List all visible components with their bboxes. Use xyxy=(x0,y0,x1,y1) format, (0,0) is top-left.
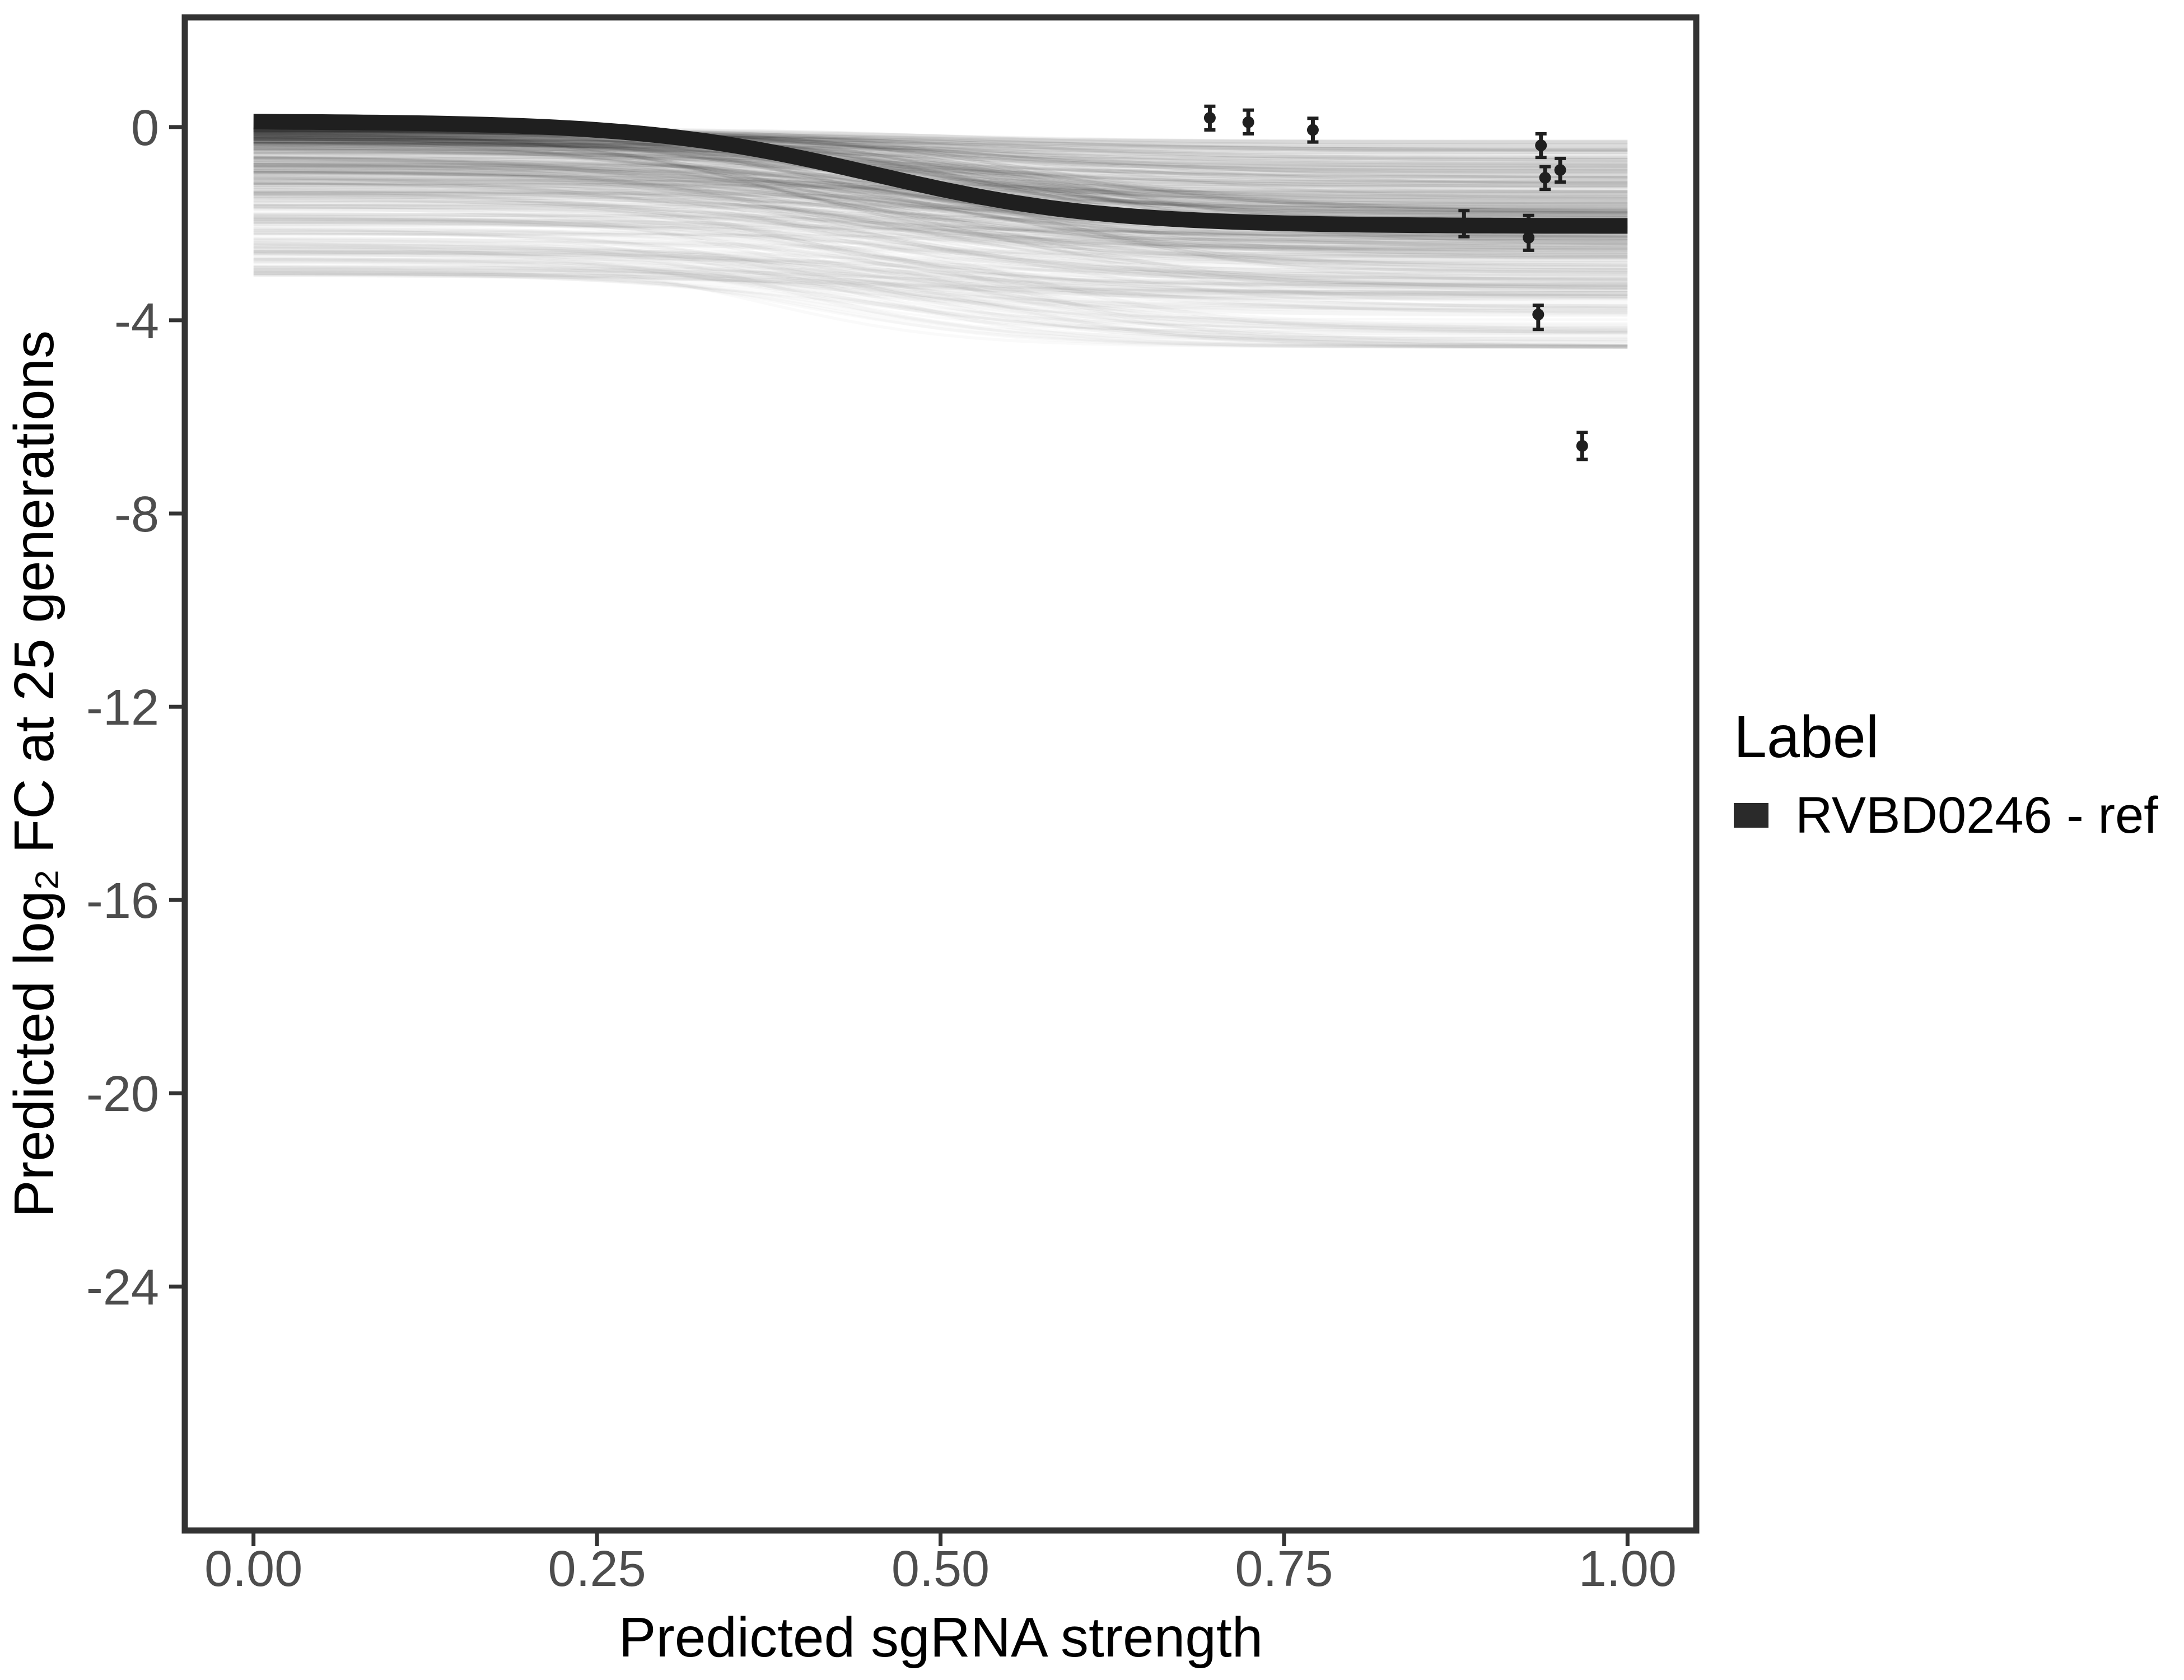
posterior-draw-line xyxy=(253,142,1628,179)
posterior-draw-line xyxy=(253,145,1628,203)
data-point xyxy=(1554,156,1566,184)
x-axis-ticks: 0.00 0.25 0.50 0.75 1.00 xyxy=(204,1530,1677,1597)
x-tick-label: 0.00 xyxy=(204,1541,302,1597)
data-point xyxy=(1203,104,1216,132)
posterior-draw-line xyxy=(253,146,1628,204)
legend-item-label: RVBD0246 - ref xyxy=(1795,787,2158,844)
y-tick-label: -16 xyxy=(86,873,159,929)
posterior-draw-line xyxy=(253,137,1628,184)
posterior-draw-line xyxy=(253,132,1628,159)
legend: Label RVBD0246 - ref xyxy=(1734,704,2158,844)
y-tick-label: -20 xyxy=(86,1066,159,1122)
posterior-draw-line xyxy=(253,135,1628,246)
posterior-draw-line xyxy=(253,142,1628,169)
point-marker xyxy=(1539,171,1551,184)
posterior-draw-line xyxy=(253,128,1628,180)
y-tick-label: -12 xyxy=(86,680,159,736)
posterior-draw-line xyxy=(253,141,1628,202)
posterior-draw-line xyxy=(253,138,1628,152)
posterior-draw-line xyxy=(253,133,1628,241)
x-tick-label: 0.25 xyxy=(548,1541,646,1597)
posterior-draw-line xyxy=(253,146,1628,212)
posterior-draw-line xyxy=(253,141,1628,213)
legend-title: Label xyxy=(1734,704,1879,770)
y-tick-label: -8 xyxy=(114,487,159,543)
point-marker xyxy=(1203,111,1216,124)
point-marker xyxy=(1532,309,1544,321)
posterior-draw-line xyxy=(253,142,1628,251)
x-axis-title: Predicted sgRNA strength xyxy=(619,1606,1263,1669)
posterior-draw-line xyxy=(253,149,1628,165)
posterior-draw-line xyxy=(253,136,1628,215)
point-marker xyxy=(1576,440,1588,452)
posterior-draw-line xyxy=(253,128,1628,214)
legend-key-swatch xyxy=(1734,803,1768,828)
data-point xyxy=(1532,304,1544,332)
y-tick-label: 0 xyxy=(131,100,159,156)
posterior-draw-line xyxy=(253,132,1628,184)
posterior-draw-line xyxy=(253,136,1628,195)
data-point xyxy=(1576,431,1588,461)
x-tick-label: 0.75 xyxy=(1235,1541,1333,1597)
data-points xyxy=(1203,104,1588,461)
posterior-draw-line xyxy=(253,157,1628,192)
posterior-draw-line xyxy=(253,134,1628,167)
posterior-draw-line xyxy=(253,135,1628,215)
posterior-draw-line xyxy=(253,132,1628,169)
data-point xyxy=(1242,108,1254,136)
posterior-draw-line xyxy=(253,132,1628,174)
y-axis-ticks: 0 -4 -8 -12 -16 -20 -24 xyxy=(86,100,185,1315)
point-marker xyxy=(1535,139,1547,152)
posterior-draw-line xyxy=(253,132,1628,162)
posterior-draw-line xyxy=(253,130,1628,174)
point-marker xyxy=(1523,231,1535,244)
posterior-draw-line xyxy=(253,130,1628,155)
posterior-draw-line xyxy=(253,130,1628,214)
ref-curve-line xyxy=(253,114,1628,234)
posterior-draw-line xyxy=(253,137,1628,213)
x-tick-label: 0.50 xyxy=(892,1541,990,1597)
posterior-draw-line xyxy=(253,135,1628,171)
posterior-draw-line xyxy=(253,137,1628,199)
posterior-draw-line xyxy=(253,142,1628,189)
point-marker xyxy=(1554,164,1566,176)
y-axis-title: Predicted log₂ FC at 25 generations xyxy=(3,330,66,1217)
posterior-draw-line xyxy=(253,151,1628,242)
posterior-ensemble-lines xyxy=(253,127,1628,251)
posterior-draw-line xyxy=(253,134,1628,179)
posterior-draw-line xyxy=(253,142,1628,157)
y-tick-label: -4 xyxy=(114,293,159,349)
posterior-draw-line xyxy=(253,130,1628,144)
posterior-draw-line xyxy=(253,142,1628,217)
posterior-draw-line xyxy=(253,152,1628,198)
point-marker xyxy=(1306,124,1319,136)
posterior-draw-line xyxy=(253,150,1628,180)
data-point xyxy=(1539,165,1551,192)
posterior-draw-line xyxy=(253,141,1628,185)
posterior-draw-line xyxy=(253,131,1628,164)
posterior-draw-line xyxy=(253,133,1628,155)
y-tick-label: -24 xyxy=(86,1259,159,1315)
posterior-draw-line xyxy=(253,132,1628,153)
data-point xyxy=(1306,116,1319,144)
point-marker xyxy=(1242,116,1254,128)
x-tick-label: 1.00 xyxy=(1579,1541,1677,1597)
posterior-draw-line xyxy=(253,139,1628,245)
posterior-draw-line xyxy=(253,144,1628,187)
posterior-draw-line xyxy=(253,155,1628,174)
posterior-draw-line xyxy=(253,142,1628,159)
posterior-draw-line xyxy=(253,133,1628,177)
data-point xyxy=(1535,132,1547,160)
posterior-draw-line xyxy=(253,140,1628,166)
posterior-draw-line xyxy=(253,142,1628,211)
